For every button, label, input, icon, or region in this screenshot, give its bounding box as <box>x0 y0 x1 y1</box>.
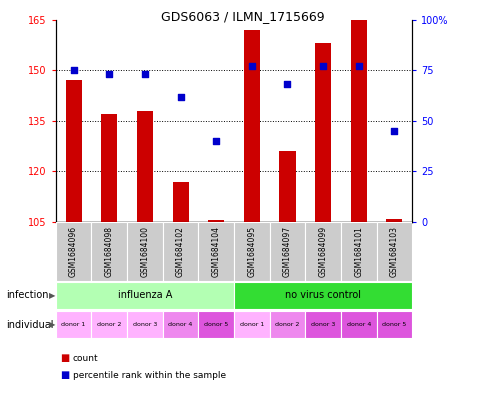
Bar <box>208 220 224 222</box>
Bar <box>340 222 376 281</box>
Bar <box>198 311 234 338</box>
Point <box>283 81 291 88</box>
Text: ■: ■ <box>60 353 70 364</box>
Bar <box>163 222 198 281</box>
Text: infection: infection <box>6 290 49 300</box>
Text: influenza A: influenza A <box>118 290 172 300</box>
Bar <box>269 222 305 281</box>
Point <box>105 71 113 77</box>
Text: GSM1684103: GSM1684103 <box>389 226 398 277</box>
Text: GSM1684102: GSM1684102 <box>176 226 185 277</box>
Bar <box>376 311 411 338</box>
Bar <box>127 311 163 338</box>
Text: no virus control: no virus control <box>285 290 361 300</box>
Bar <box>127 222 163 281</box>
Text: individual: individual <box>6 320 54 330</box>
Bar <box>56 311 91 338</box>
Bar <box>305 311 340 338</box>
Bar <box>233 282 411 309</box>
Text: GSM1684098: GSM1684098 <box>105 226 114 277</box>
Bar <box>56 222 91 281</box>
Point <box>212 138 220 144</box>
Point <box>141 71 149 77</box>
Bar <box>163 311 198 338</box>
Bar <box>233 311 269 338</box>
Text: GSM1684104: GSM1684104 <box>211 226 220 277</box>
Bar <box>386 219 402 222</box>
Bar <box>101 114 117 222</box>
Text: percentile rank within the sample: percentile rank within the sample <box>73 371 226 380</box>
Bar <box>269 311 305 338</box>
Text: ▶: ▶ <box>49 291 56 299</box>
Text: donor 1: donor 1 <box>239 322 263 327</box>
Bar <box>243 30 259 222</box>
Point <box>318 63 326 69</box>
Text: donor 4: donor 4 <box>168 322 192 327</box>
Bar <box>350 20 366 222</box>
Point <box>390 128 397 134</box>
Text: donor 3: donor 3 <box>310 322 334 327</box>
Text: GSM1684099: GSM1684099 <box>318 226 327 277</box>
Point <box>176 94 184 100</box>
Bar <box>233 222 269 281</box>
Bar <box>315 43 331 222</box>
Text: donor 5: donor 5 <box>381 322 406 327</box>
Bar <box>136 111 152 222</box>
Text: donor 1: donor 1 <box>61 322 86 327</box>
Point <box>354 63 362 69</box>
Text: ■: ■ <box>60 370 70 380</box>
Bar <box>305 222 340 281</box>
Text: count: count <box>73 354 98 363</box>
Bar <box>376 222 411 281</box>
Bar <box>198 222 234 281</box>
Point <box>247 63 255 69</box>
Bar <box>65 81 81 222</box>
Text: GSM1684097: GSM1684097 <box>282 226 291 277</box>
Text: GDS6063 / ILMN_1715669: GDS6063 / ILMN_1715669 <box>160 10 324 23</box>
Text: ▶: ▶ <box>49 320 56 329</box>
Text: GSM1684101: GSM1684101 <box>353 226 363 277</box>
Bar <box>172 182 188 222</box>
Bar <box>340 311 376 338</box>
Text: GSM1684100: GSM1684100 <box>140 226 149 277</box>
Bar <box>91 222 127 281</box>
Point <box>70 67 77 73</box>
Bar <box>56 282 233 309</box>
Text: GSM1684095: GSM1684095 <box>247 226 256 277</box>
Text: donor 4: donor 4 <box>346 322 370 327</box>
Text: donor 5: donor 5 <box>204 322 228 327</box>
Text: GSM1684096: GSM1684096 <box>69 226 78 277</box>
Text: donor 3: donor 3 <box>133 322 157 327</box>
Text: donor 2: donor 2 <box>275 322 299 327</box>
Bar <box>279 151 295 222</box>
Text: donor 2: donor 2 <box>97 322 121 327</box>
Bar <box>91 311 127 338</box>
